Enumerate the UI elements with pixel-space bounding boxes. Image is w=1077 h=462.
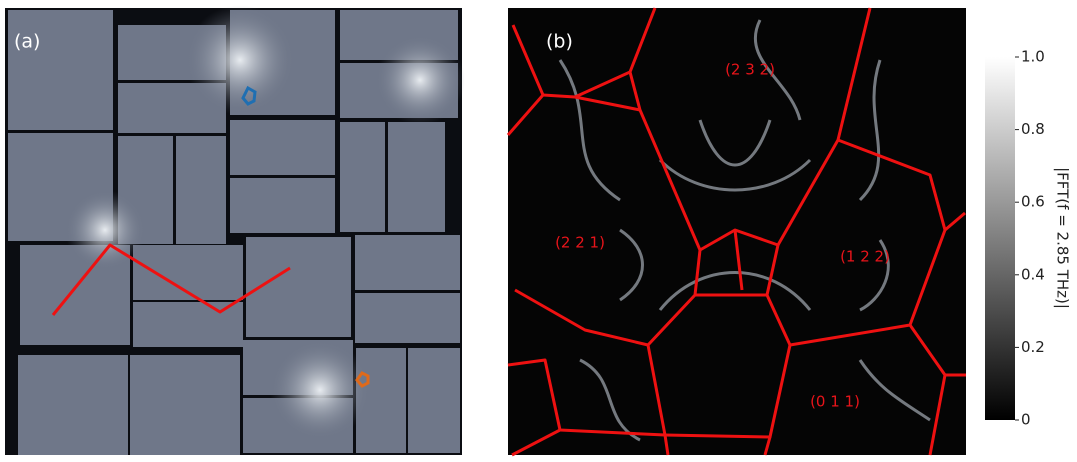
colorbar-tick-label: 0.8 <box>1021 120 1045 138</box>
panel-label: (a) <box>14 31 40 53</box>
region-label: (1 2 2) <box>840 248 890 266</box>
panel-b: (b) (2 3 2) (2 2 1) (1 2 2) (0 1 1) <box>506 7 966 457</box>
colorbar-tick-label: 1.0 <box>1021 48 1045 66</box>
region-label: (2 3 2) <box>725 61 775 79</box>
marker-orange <box>355 371 370 388</box>
marker-blue <box>241 85 257 106</box>
colorbar-label: |FFT(f = 2.85 THz)| <box>1054 167 1072 309</box>
colorbar-gradient <box>985 57 1015 420</box>
colorbar-tick-label: 0 <box>1021 411 1031 429</box>
panel-label: (b) <box>546 31 573 53</box>
path-line <box>51 243 291 316</box>
panel-a: (a) <box>5 5 465 455</box>
colorbar: |FFT(f = 2.85 THz)| 0 0.2 0.4 0.6 0.8 1.0 <box>985 48 1072 429</box>
region-label: (2 2 1) <box>555 234 605 252</box>
boundary-lines <box>506 7 966 457</box>
region-label: (0 1 1) <box>810 393 860 411</box>
colorbar-tick-label: 0.4 <box>1021 265 1045 283</box>
colorbar-tick-label: 0.6 <box>1021 193 1045 211</box>
colorbar-tick-label: 0.2 <box>1021 338 1045 356</box>
